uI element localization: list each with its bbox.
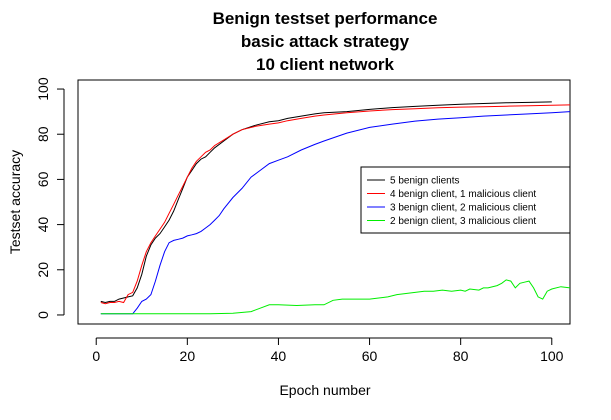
series-layer — [100, 101, 571, 315]
y-tick-label: 40 — [35, 217, 51, 233]
chart-title-line-1: Benign testset performance — [213, 9, 438, 28]
x-tick-label: 20 — [180, 348, 196, 364]
x-axis: 0 20 40 60 80 100 — [92, 337, 564, 364]
x-tick-label: 80 — [453, 348, 469, 364]
x-tick-label: 0 — [92, 348, 100, 364]
y-tick-label: 0 — [35, 311, 51, 319]
legend-label-3: 3 benign client, 2 malicious client — [390, 203, 536, 214]
series-line-3 — [100, 111, 571, 315]
x-tick-label: 60 — [362, 348, 378, 364]
legend-box — [360, 166, 571, 234]
x-axis-label: Epoch number — [279, 382, 370, 398]
chart-title-line-3: 10 client network — [256, 55, 394, 74]
x-tick-label: 40 — [271, 348, 287, 364]
legend: 5 benign clients 4 benign client, 1 malic… — [360, 166, 571, 234]
series-line-1 — [100, 101, 552, 304]
legend-label-4: 2 benign client, 3 malicious client — [390, 216, 536, 227]
y-tick-label: 20 — [35, 262, 51, 278]
series-line-4 — [100, 279, 571, 315]
y-tick-label: 80 — [35, 126, 51, 142]
chart-title-line-2: basic attack strategy — [241, 32, 410, 51]
y-axis-label: Testset accuracy — [7, 150, 23, 254]
y-axis: 0 20 40 60 80 100 — [35, 77, 65, 319]
legend-label-2: 4 benign client, 1 malicious client — [390, 189, 536, 200]
legend-label-1: 5 benign clients — [390, 176, 460, 187]
y-tick-label: 60 — [35, 171, 51, 187]
series-line-2 — [100, 104, 571, 305]
x-tick-label: 100 — [540, 348, 564, 364]
y-tick-label: 100 — [35, 77, 51, 101]
